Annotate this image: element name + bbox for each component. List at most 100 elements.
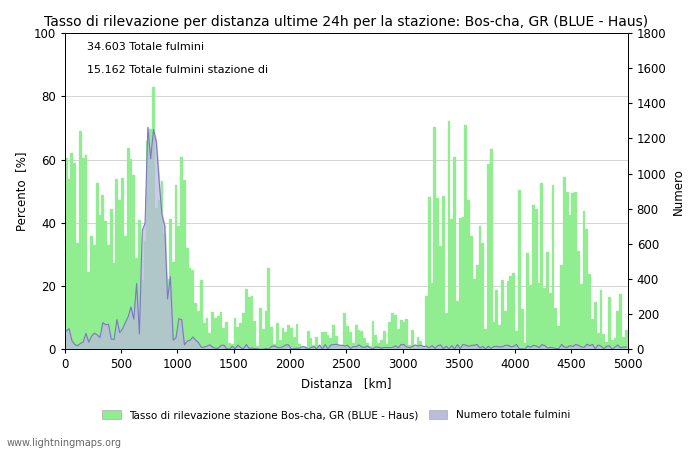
- Bar: [298, 344, 301, 349]
- Bar: [180, 157, 183, 349]
- Bar: [163, 234, 166, 349]
- Bar: [146, 140, 149, 349]
- Bar: [394, 315, 397, 349]
- Bar: [614, 338, 617, 349]
- Bar: [203, 323, 206, 349]
- Bar: [121, 178, 124, 349]
- Bar: [265, 310, 267, 349]
- Bar: [372, 321, 375, 349]
- Bar: [453, 157, 456, 349]
- Bar: [132, 175, 135, 349]
- Bar: [276, 323, 279, 349]
- Bar: [473, 279, 476, 349]
- Bar: [402, 322, 405, 349]
- Bar: [71, 153, 74, 349]
- Bar: [200, 279, 203, 349]
- Title: Tasso di rilevazione per distanza ultime 24h per la stazione: Bos-cha, GR (BLUE : Tasso di rilevazione per distanza ultime…: [44, 15, 648, 29]
- Bar: [113, 263, 116, 349]
- Bar: [262, 329, 265, 349]
- Bar: [546, 252, 549, 349]
- Bar: [104, 221, 107, 349]
- Bar: [543, 288, 546, 349]
- Bar: [186, 248, 189, 349]
- Bar: [90, 236, 93, 349]
- Bar: [397, 329, 400, 349]
- Bar: [419, 341, 422, 349]
- Bar: [141, 280, 144, 349]
- Bar: [248, 297, 251, 349]
- Bar: [363, 338, 366, 349]
- Bar: [568, 215, 571, 349]
- Bar: [259, 308, 262, 349]
- Bar: [355, 325, 358, 349]
- Bar: [96, 184, 99, 349]
- Bar: [318, 346, 321, 349]
- Bar: [330, 338, 332, 349]
- Bar: [416, 337, 419, 349]
- Bar: [358, 330, 360, 349]
- Bar: [563, 176, 566, 349]
- Bar: [377, 343, 380, 349]
- Bar: [332, 325, 335, 349]
- Bar: [428, 197, 430, 349]
- Bar: [290, 328, 293, 349]
- Bar: [493, 323, 496, 349]
- Bar: [524, 343, 526, 349]
- Bar: [135, 258, 138, 349]
- Bar: [169, 219, 172, 349]
- Bar: [68, 179, 71, 349]
- Bar: [65, 158, 68, 349]
- Bar: [529, 285, 532, 349]
- Bar: [588, 274, 591, 349]
- Bar: [93, 245, 96, 349]
- Bar: [152, 86, 155, 349]
- Bar: [447, 121, 450, 349]
- Bar: [540, 183, 543, 349]
- Bar: [223, 328, 225, 349]
- Bar: [501, 280, 504, 349]
- Bar: [335, 336, 338, 349]
- Bar: [304, 347, 307, 349]
- Bar: [617, 311, 620, 349]
- Bar: [599, 290, 602, 349]
- Text: 34.603 Totale fulmini: 34.603 Totale fulmini: [88, 42, 204, 53]
- Bar: [482, 243, 484, 349]
- Bar: [211, 312, 214, 349]
- Bar: [192, 270, 195, 349]
- Bar: [436, 198, 439, 349]
- Bar: [510, 276, 512, 349]
- Bar: [284, 332, 287, 349]
- Bar: [366, 342, 369, 349]
- Bar: [549, 293, 552, 349]
- Bar: [195, 303, 197, 349]
- Bar: [79, 131, 82, 349]
- Bar: [88, 272, 90, 349]
- Bar: [411, 330, 414, 349]
- Text: www.lightningmaps.org: www.lightningmaps.org: [7, 438, 122, 448]
- Bar: [386, 344, 389, 349]
- Bar: [110, 209, 113, 349]
- Bar: [594, 302, 596, 349]
- Bar: [197, 311, 200, 349]
- Bar: [484, 329, 487, 349]
- Bar: [585, 229, 588, 349]
- Bar: [341, 345, 344, 349]
- Bar: [172, 262, 174, 349]
- Bar: [177, 226, 180, 349]
- Bar: [369, 346, 372, 349]
- Bar: [349, 332, 352, 349]
- Bar: [389, 322, 391, 349]
- Bar: [504, 311, 507, 349]
- Bar: [273, 344, 276, 349]
- Bar: [214, 318, 217, 349]
- Bar: [507, 281, 510, 349]
- Bar: [85, 155, 88, 349]
- Bar: [209, 333, 211, 349]
- Bar: [130, 159, 132, 349]
- Bar: [458, 218, 461, 349]
- Bar: [532, 205, 535, 349]
- Bar: [220, 312, 223, 349]
- Bar: [270, 327, 273, 349]
- Bar: [580, 284, 582, 349]
- Bar: [155, 208, 158, 349]
